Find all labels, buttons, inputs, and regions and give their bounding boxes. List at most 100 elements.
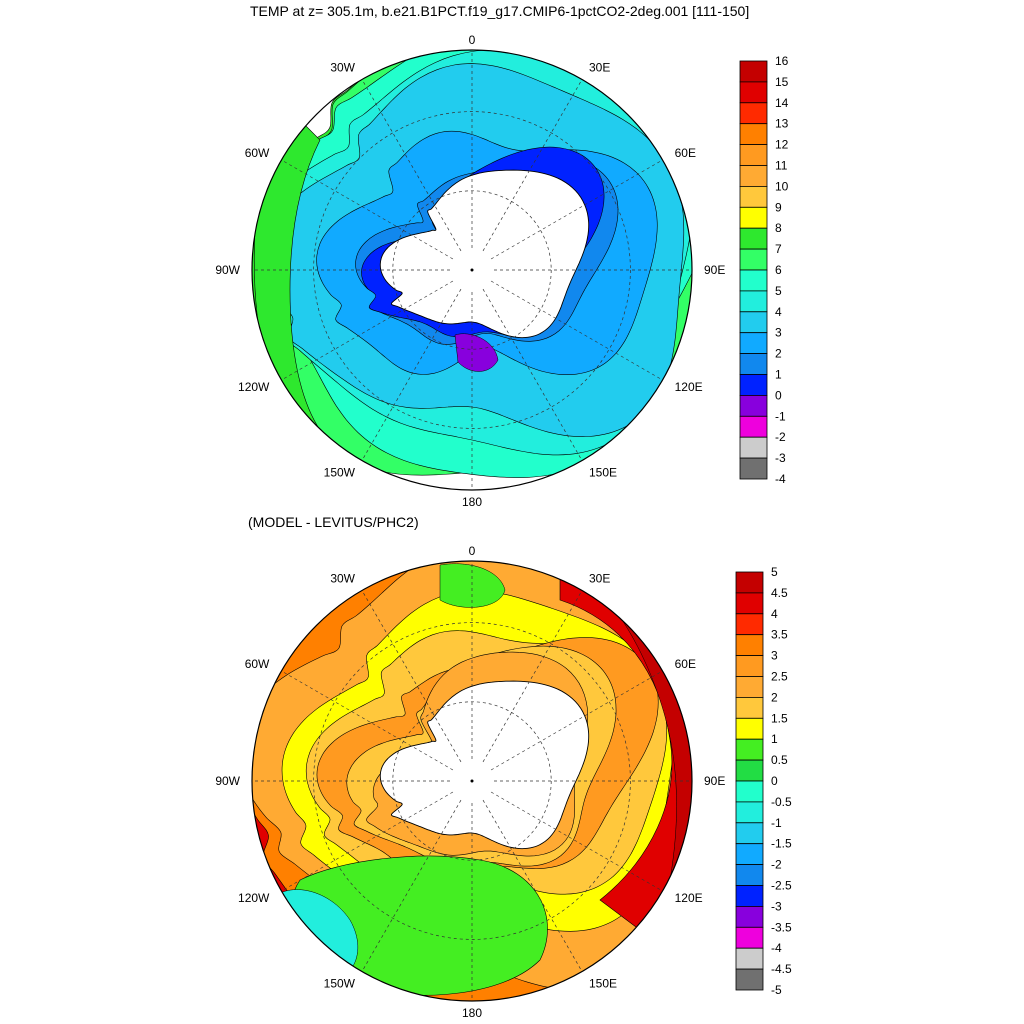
bottom-colorbar-box xyxy=(735,717,764,740)
top-pole-marker xyxy=(470,268,474,272)
top-colorbar-box xyxy=(739,436,768,459)
bottom-colorbar-box xyxy=(735,592,764,615)
bottom-lon-label: 60E xyxy=(675,657,696,671)
bottom-colorbar-box xyxy=(735,613,764,636)
top-colorbar-box xyxy=(739,123,768,145)
top-colorbar-label: -3 xyxy=(775,451,786,465)
bottom-colorbar-label: -0.5 xyxy=(771,795,792,809)
bottom-colorbar-box xyxy=(735,906,764,928)
top-lon-label: 150E xyxy=(589,466,617,480)
top-lon-label: 120W xyxy=(238,380,270,394)
top-colorbar-label: 12 xyxy=(775,138,789,152)
bottom-colorbar-box xyxy=(735,634,764,657)
bottom-colorbar: 5 4.5 4 3.5 3 2.5 2 1.5 1 0.5 0 -0.5 -1 -1.5 -2 -2.5 -3 -… xyxy=(735,565,792,997)
top-colorbar-box xyxy=(739,227,768,250)
bottom-colorbar-label: 0 xyxy=(771,774,778,788)
bottom-colorbar-box xyxy=(735,655,764,677)
bottom-colorbar-box xyxy=(735,759,764,782)
bottom-contour-field xyxy=(252,561,692,1001)
top-lon-label: 150W xyxy=(324,466,356,480)
bottom-colorbar-box xyxy=(735,822,764,845)
bottom-colorbar-box xyxy=(735,864,764,886)
top-contour-field xyxy=(252,50,692,490)
top-colorbar-box xyxy=(739,206,768,229)
bottom-colorbar-label: 4.5 xyxy=(771,586,788,600)
bottom-colorbar-label: -3 xyxy=(771,899,782,913)
top-colorbar-box xyxy=(739,248,768,271)
bottom-colorbar-label: -2 xyxy=(771,858,782,872)
top-colorbar-label: 1 xyxy=(775,368,782,382)
top-colorbar-box xyxy=(739,144,768,166)
bottom-graticule xyxy=(252,561,692,1001)
bottom-lon-label: 90E xyxy=(704,774,725,788)
bottom-colorbar-label: 2.5 xyxy=(771,670,788,684)
bottom-colorbar-box xyxy=(735,843,764,866)
top-lon-label: 180 xyxy=(462,495,482,509)
bottom-colorbar-box xyxy=(735,947,764,970)
bottom-colorbar-label: -5 xyxy=(771,983,782,997)
bottom-map-border xyxy=(251,560,693,1002)
bottom-colorbar-label: -1.5 xyxy=(771,837,792,851)
bottom-colorbar-label: 1.5 xyxy=(771,711,788,725)
top-graticule xyxy=(252,50,692,490)
top-map-border xyxy=(251,49,693,491)
top-lon-label: 60W xyxy=(245,146,270,160)
top-colorbar-label: 8 xyxy=(775,221,782,235)
bottom-colorbar-box xyxy=(735,738,764,761)
bottom-colorbar-label: 5 xyxy=(771,565,778,579)
bottom-colorbar-label: 3.5 xyxy=(771,628,788,642)
bottom-colorbar-label: -4.5 xyxy=(771,962,792,976)
bottom-colorbar-label: -2.5 xyxy=(771,879,792,893)
top-colorbar-label: 16 xyxy=(775,54,789,68)
bottom-colorbar-label: 0.5 xyxy=(771,753,788,767)
top-colorbar-label: 11 xyxy=(775,159,788,173)
top-colorbar-box xyxy=(739,102,768,125)
top-lon-label: 90E xyxy=(704,263,725,277)
top-colorbar-label: 7 xyxy=(775,242,782,256)
top-lon-label: 120E xyxy=(675,380,703,394)
bottom-lon-label: 150W xyxy=(324,977,356,991)
top-colorbar-box xyxy=(739,81,768,104)
top-colorbar-label: 4 xyxy=(775,305,782,319)
top-colorbar-label: 15 xyxy=(775,75,789,89)
bottom-lon-label: 90W xyxy=(215,774,240,788)
top-colorbar-label: 2 xyxy=(775,347,782,361)
top-lon-label: 30W xyxy=(330,60,355,74)
bottom-lon-label: 120W xyxy=(238,891,270,905)
top-colorbar-label: 3 xyxy=(775,326,782,340)
top-colorbar-box xyxy=(739,185,768,208)
bottom-lon-label: 60W xyxy=(245,657,270,671)
bottom-colorbar-label: -4 xyxy=(771,941,782,955)
top-colorbar-box xyxy=(739,311,768,334)
bottom-lon-label: 150E xyxy=(589,977,617,991)
bottom-pole-marker xyxy=(470,779,474,783)
bottom-lon-label: 180 xyxy=(462,1006,482,1020)
bottom-colorbar-box xyxy=(735,697,764,719)
top-colorbar-label: -2 xyxy=(775,430,786,444)
bottom-colorbar-label: 2 xyxy=(771,690,778,704)
bottom-colorbar-label: 3 xyxy=(771,649,778,663)
bottom-colorbar-label: -3.5 xyxy=(771,920,792,934)
bottom-colorbar-label: 1 xyxy=(771,732,778,746)
top-colorbar-label: 10 xyxy=(775,179,789,193)
top-colorbar-label: -4 xyxy=(775,472,786,486)
bottom-colorbar-label: 4 xyxy=(771,607,778,621)
top-colorbar-label: 5 xyxy=(775,284,782,298)
top-lon-label: 90W xyxy=(215,263,240,277)
bottom-green-patch xyxy=(439,563,506,608)
bottom-polar-map: 0 30E 60E 90E 120E 150E 180 150W 120W 90W 60W 30W 5 4… xyxy=(215,544,792,1020)
bottom-lon-label: 30W xyxy=(330,571,355,585)
top-lon-label: 30E xyxy=(589,60,610,74)
top-colorbar-label: 13 xyxy=(775,117,789,131)
top-colorbar-label: 9 xyxy=(775,200,782,214)
top-lon-label: 0 xyxy=(469,33,476,47)
bottom-lon-label: 120E xyxy=(675,891,703,905)
top-colorbar-box xyxy=(739,374,768,396)
top-colorbar-box xyxy=(739,457,768,480)
top-cold-shelf xyxy=(454,333,499,372)
bottom-map-title: (MODEL - LEVITUS/PHC2) xyxy=(248,514,419,530)
bottom-lon-label: 30E xyxy=(589,571,610,585)
